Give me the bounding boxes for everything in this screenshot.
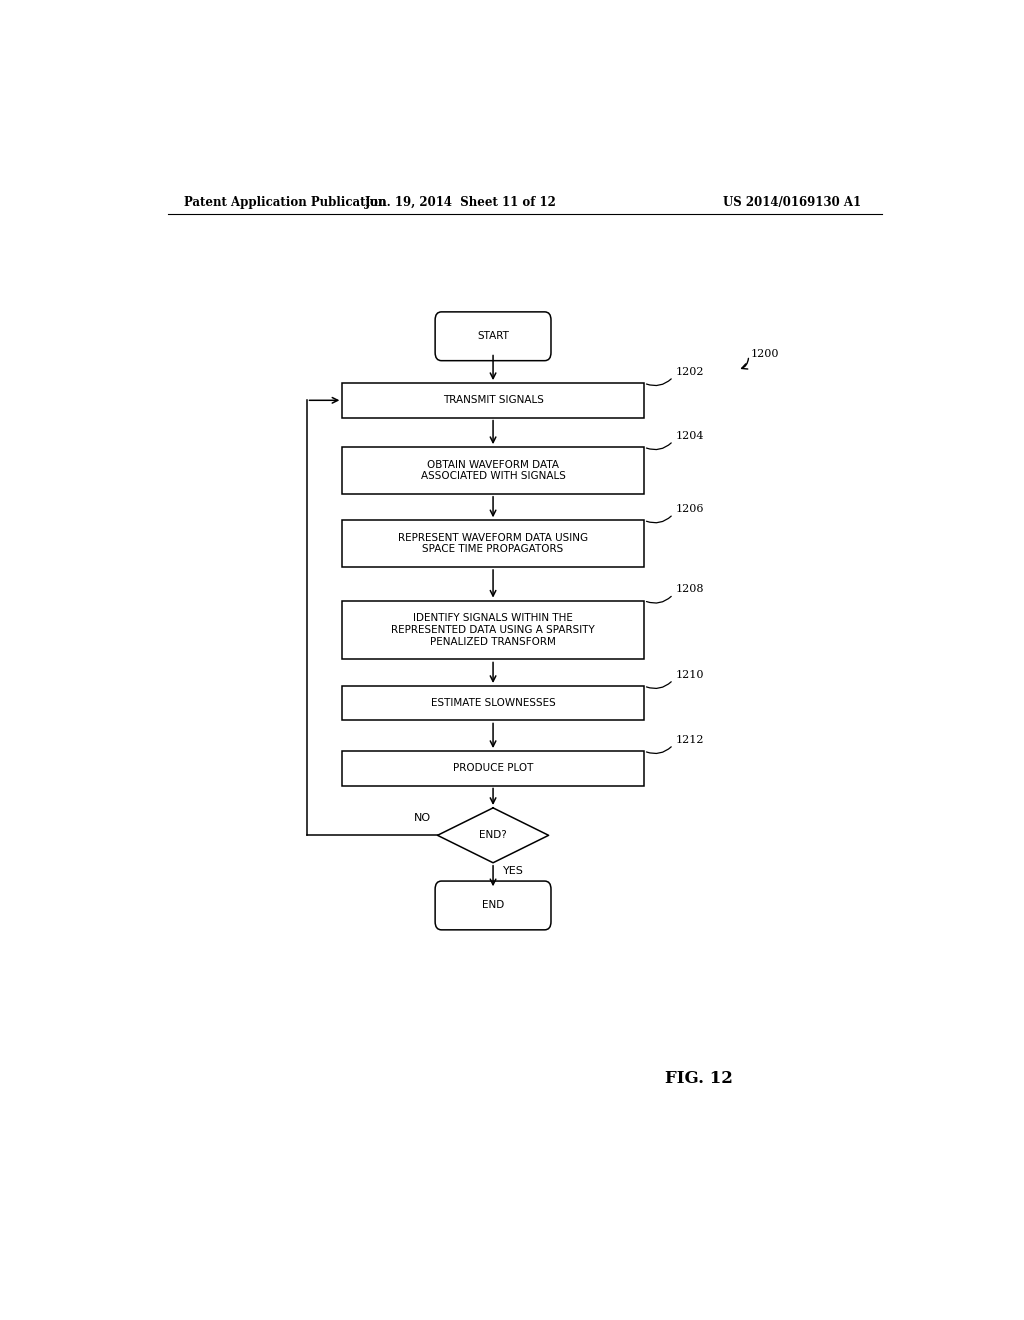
- Bar: [342, 686, 644, 721]
- Text: 1208: 1208: [676, 585, 705, 594]
- Text: END?: END?: [479, 830, 507, 841]
- Text: YES: YES: [503, 866, 523, 875]
- Text: IDENTIFY SIGNALS WITHIN THE
REPRESENTED DATA USING A SPARSITY
PENALIZED TRANSFOR: IDENTIFY SIGNALS WITHIN THE REPRESENTED …: [391, 614, 595, 647]
- Text: TRANSMIT SIGNALS: TRANSMIT SIGNALS: [442, 395, 544, 405]
- Text: OBTAIN WAVEFORM DATA
ASSOCIATED WITH SIGNALS: OBTAIN WAVEFORM DATA ASSOCIATED WITH SIG…: [421, 459, 565, 482]
- Text: END: END: [482, 900, 504, 911]
- Text: US 2014/0169130 A1: US 2014/0169130 A1: [723, 195, 861, 209]
- Text: FIG. 12: FIG. 12: [666, 1069, 733, 1086]
- Text: 1210: 1210: [676, 669, 705, 680]
- Text: PRODUCE PLOT: PRODUCE PLOT: [453, 763, 534, 774]
- Text: 1200: 1200: [751, 348, 779, 359]
- Text: Jun. 19, 2014  Sheet 11 of 12: Jun. 19, 2014 Sheet 11 of 12: [366, 195, 557, 209]
- Bar: [342, 520, 644, 568]
- Text: 1206: 1206: [676, 504, 705, 515]
- Bar: [342, 447, 644, 494]
- Text: NO: NO: [414, 813, 431, 824]
- Text: ESTIMATE SLOWNESSES: ESTIMATE SLOWNESSES: [431, 698, 555, 709]
- Text: 1204: 1204: [676, 430, 705, 441]
- Text: Patent Application Publication: Patent Application Publication: [183, 195, 386, 209]
- Bar: [342, 751, 644, 785]
- Text: START: START: [477, 331, 509, 342]
- FancyBboxPatch shape: [435, 880, 551, 929]
- FancyBboxPatch shape: [435, 312, 551, 360]
- Text: 1202: 1202: [676, 367, 705, 378]
- Bar: [342, 383, 644, 417]
- Bar: [342, 601, 644, 660]
- Text: 1212: 1212: [676, 735, 705, 744]
- Text: REPRESENT WAVEFORM DATA USING
SPACE TIME PROPAGATORS: REPRESENT WAVEFORM DATA USING SPACE TIME…: [398, 533, 588, 554]
